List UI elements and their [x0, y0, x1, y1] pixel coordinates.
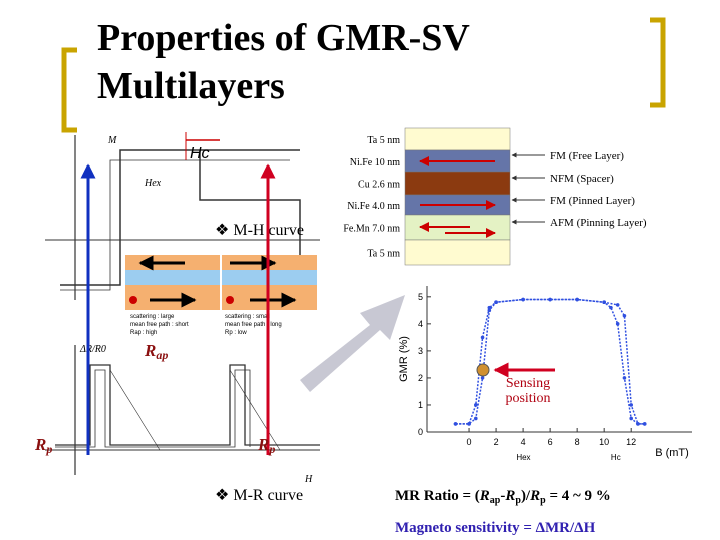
gmr-point: [480, 376, 485, 380]
inset-text: Rap : high: [130, 330, 157, 336]
mr-ratio-part: ap: [490, 495, 501, 506]
gmr-point: [474, 403, 478, 407]
y-tick-label: 4: [418, 319, 423, 329]
rp-label: Rp: [257, 435, 275, 456]
mr-ratio: MR Ratio = (Rap-Rp)/Rp = 4 ~ 9 %: [395, 488, 611, 506]
mr-ratio-part: -: [500, 488, 505, 504]
x-tick-label: 6: [548, 437, 553, 447]
gmr-point: [629, 416, 633, 421]
inset-text: scattering : small: [225, 314, 270, 320]
mr-ratio-part: = 4 ~ 9 %: [546, 488, 611, 504]
y-axis-label: GMR (%): [398, 336, 410, 382]
axis-label: Hex: [144, 178, 162, 189]
bracket: [61, 47, 77, 133]
gmr-point: [480, 335, 485, 340]
sensitivity: Magneto sensitivity = ΔMR/ΔH: [395, 520, 596, 536]
x-tick-label: 8: [575, 437, 580, 447]
gmr-point: [548, 297, 552, 302]
y-tick-label: 1: [418, 400, 423, 410]
layer-stack: Ta 5 nm Ni.Fe 10 nm Cu 2.6 nm Ni.Fe 4.0 nm F…: [343, 127, 647, 266]
rp-label: Rp: [34, 435, 52, 456]
legend-label: AFM (Pinning Layer): [550, 217, 647, 229]
x-axis-label: B (mT): [655, 447, 689, 459]
gmr-curve: [455, 298, 645, 425]
gmr-point: [602, 300, 606, 305]
x-tick-label: 0: [467, 437, 472, 447]
y-tick-label: 2: [418, 373, 423, 383]
gmr-point: [636, 422, 640, 426]
rap-label: Rap: [144, 341, 168, 362]
inset-text: Rp : low: [225, 330, 247, 336]
gmr-point: [575, 297, 579, 302]
mr-ratio-part: )/: [521, 488, 531, 504]
mr-ratio-part: p: [515, 495, 521, 506]
axis-label: M: [107, 135, 117, 146]
gmr-point: [467, 422, 471, 426]
mh-figure: [45, 132, 320, 300]
axis-label: H: [304, 474, 313, 485]
annotation: Sensing position: [505, 376, 550, 406]
x-tick-label: 10: [599, 437, 609, 447]
caption: M-R curve: [233, 487, 303, 504]
layer: [404, 239, 511, 266]
mr-figure: [45, 345, 320, 475]
hex-label: Hex: [516, 453, 530, 462]
caption: ❖ M-R curve: [215, 487, 303, 504]
transition-arrow: [300, 295, 405, 392]
gmr-point: [474, 416, 478, 421]
gmr-point: [615, 322, 620, 326]
mr-ratio-part: p: [540, 495, 546, 506]
gmr-point: [622, 313, 627, 318]
annotation: position: [505, 391, 550, 406]
bracket: [650, 17, 666, 108]
mr-ratio-part: MR Ratio = (: [395, 488, 480, 504]
caption: ❖ M-H curve: [215, 222, 304, 239]
axis-label: ΔR/R0: [79, 344, 106, 355]
layer: [404, 127, 511, 151]
gmr-curve: [455, 298, 645, 425]
title: Multilayers: [97, 65, 285, 107]
layer-label: Cu 2.6 nm: [358, 180, 400, 191]
gmr-point: [487, 305, 492, 310]
gmr-point: [487, 308, 492, 313]
inset-text: scattering : large: [130, 314, 175, 320]
layer-label: Ni.Fe 4.0 nm: [347, 201, 400, 212]
gmr-point: [615, 303, 620, 307]
mr-ratio-part: R: [479, 488, 490, 504]
mr-ratio-part: R: [504, 488, 515, 504]
inset: [125, 255, 317, 310]
mr-ratio-part: R: [529, 488, 540, 504]
x-tick-label: 2: [494, 437, 499, 447]
gmr-point: [629, 403, 633, 407]
gmr-point: [494, 300, 498, 305]
inset-text: mean free path : long: [225, 322, 282, 328]
layer-label: Fe.Mn 7.0 nm: [343, 224, 400, 235]
gmr-point: [642, 422, 647, 426]
title: Properties of GMR-SV: [97, 17, 470, 59]
inset-text: mean free path : short: [130, 322, 189, 328]
y-tick-label: 3: [418, 346, 423, 356]
hc-label: Hc: [190, 145, 210, 162]
layer-label: Ta 5 nm: [367, 249, 400, 260]
legend-label: FM (Free Layer): [550, 150, 624, 162]
gmr-point: [609, 305, 613, 310]
layer-label: Ni.Fe 10 nm: [350, 157, 401, 168]
y-tick-label: 0: [418, 427, 423, 437]
y-tick-label: 5: [418, 292, 423, 302]
x-tick-label: 4: [521, 437, 526, 447]
legend-label: FM (Pinned Layer): [550, 195, 635, 207]
layer: [404, 171, 511, 196]
gmr-point: [453, 422, 458, 426]
hc-label: Hc: [611, 453, 621, 462]
legend-label: NFM (Spacer): [550, 173, 614, 185]
layer-label: Ta 5 nm: [367, 135, 400, 146]
gmr-point: [521, 297, 525, 302]
annotation: Sensing: [506, 376, 550, 391]
sensing-point: [476, 363, 490, 377]
x-tick-label: 12: [626, 437, 636, 447]
gmr-point: [622, 376, 627, 380]
